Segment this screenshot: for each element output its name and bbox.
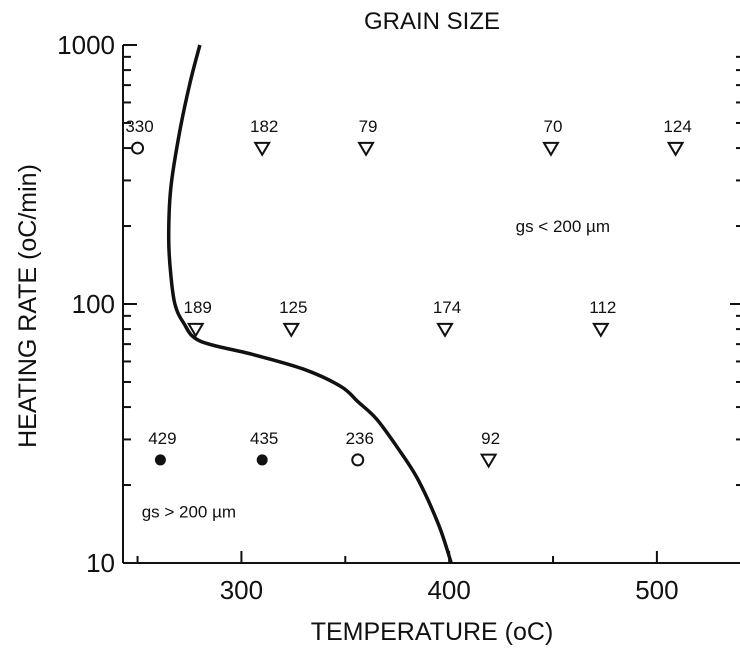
point-label: 79: [359, 117, 378, 136]
tick-labels: 10 100 1000 300 400 500: [57, 30, 678, 605]
data-point: 429: [148, 429, 177, 466]
point-label: 236: [346, 429, 374, 448]
open-triangle-marker: [282, 322, 301, 338]
filled-circle-marker: [154, 454, 166, 466]
data-point: 112: [589, 298, 616, 338]
open-triangle-marker: [186, 322, 205, 338]
region-label: gs < 200 µm: [516, 217, 610, 236]
data-point: 435: [250, 429, 278, 466]
open-triangle-marker: [479, 453, 498, 469]
data-point: 174: [433, 298, 461, 338]
boundary-curve-layer: [166, 44, 453, 564]
data-point: 92: [479, 429, 500, 469]
open-triangle-marker: [436, 322, 454, 338]
point-label: 112: [589, 298, 616, 317]
axis-frame: [122, 45, 740, 564]
data-point: 189: [184, 298, 212, 338]
region-label: gs > 200 µm: [142, 502, 236, 521]
data-point: 236: [346, 429, 374, 467]
open-circle-marker: [351, 453, 365, 467]
y-tick-label: 10: [86, 548, 115, 578]
y-tick-label: 1000: [57, 30, 115, 60]
y-tick-label: 100: [72, 289, 115, 319]
point-label: 92: [481, 429, 500, 448]
open-triangle-marker: [253, 141, 271, 157]
data-point: 125: [279, 298, 307, 338]
point-label: 70: [543, 117, 562, 136]
data-point: 330: [125, 117, 154, 155]
point-label: 435: [250, 429, 278, 448]
open-triangle-marker: [592, 322, 610, 338]
data-point: 70: [542, 117, 562, 157]
x-axis-title: TEMPERATURE (oC): [311, 618, 554, 646]
data-points: 330 182 79 70 124 189 125 174 112 429 435 236 92: [125, 117, 692, 469]
point-label: 124: [663, 117, 691, 136]
data-point: 124: [663, 117, 692, 157]
region-annotations: gs < 200 µm gs > 200 µm: [142, 217, 610, 522]
grain-size-boundary-curve: [166, 44, 453, 564]
x-tick-label: 300: [220, 575, 263, 605]
point-label: 429: [148, 429, 176, 448]
open-triangle-marker: [542, 141, 560, 157]
point-label: 182: [250, 117, 278, 136]
point-label: 125: [279, 298, 307, 317]
point-label: 189: [184, 298, 212, 317]
point-label: 174: [433, 298, 461, 317]
x-tick-label: 400: [427, 575, 470, 605]
open-triangle-marker: [357, 141, 375, 157]
open-triangle-marker: [666, 141, 685, 157]
axis-ticks: [123, 44, 740, 564]
x-tick-label: 500: [635, 575, 678, 605]
point-label: 330: [125, 117, 153, 136]
filled-circle-marker: [256, 454, 268, 466]
data-point: 182: [250, 117, 278, 157]
y-axis-title: HEATING RATE (oC/min): [14, 164, 42, 448]
data-point: 79: [357, 117, 378, 157]
open-circle-marker: [131, 141, 145, 155]
chart-title: GRAIN SIZE: [364, 8, 500, 35]
